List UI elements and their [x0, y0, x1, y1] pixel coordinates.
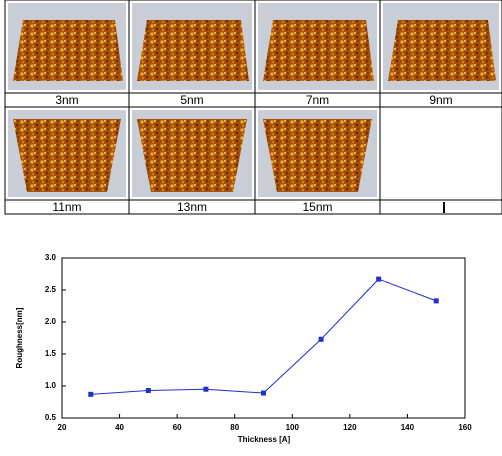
- y-tick-label: 1.0: [45, 381, 57, 390]
- afm-image: [263, 20, 374, 81]
- image-label: 5nm: [180, 93, 203, 107]
- chart: Thickness [A] Roughness[nm] 0.5 1.0 1.5 2.0…: [15, 253, 472, 444]
- data-point: [88, 391, 94, 397]
- data-point: [318, 336, 324, 342]
- afm-image: [137, 20, 249, 81]
- data-point: [145, 387, 151, 393]
- image-label: 3nm: [55, 93, 78, 107]
- x-axis-label: Thickness [A]: [238, 435, 291, 444]
- afm-image: [388, 20, 496, 81]
- x-tick-label: 20: [58, 423, 67, 432]
- image-label: 15nm: [302, 200, 332, 214]
- x-tick-label: 80: [230, 423, 239, 432]
- x-tick-label: 60: [173, 423, 182, 432]
- y-tick-label: 2.0: [45, 317, 57, 326]
- series-line: [90, 278, 437, 395]
- y-tick-label: 2.5: [45, 285, 57, 294]
- image-label: 9nm: [429, 93, 452, 107]
- x-tick-label: 160: [458, 423, 472, 432]
- image-label: 11nm: [52, 200, 81, 214]
- image-grid: 3nm 5nm 7nm 9nm 11nm 13nm 15nm: [4, 0, 502, 215]
- x-tick-label: 100: [286, 423, 300, 432]
- afm-image: [137, 119, 247, 192]
- afm-image: [13, 119, 121, 192]
- x-tick-label: 120: [343, 423, 357, 432]
- data-point: [433, 298, 439, 304]
- image-label: 13nm: [177, 200, 207, 214]
- y-tick-label: 3.0: [45, 253, 57, 262]
- x-tick-label: 40: [115, 423, 124, 432]
- y-tick-label: 1.5: [45, 349, 57, 358]
- x-tick-label: 140: [401, 423, 415, 432]
- data-point: [376, 276, 382, 282]
- data-point: [261, 390, 266, 396]
- afm-image: [263, 119, 372, 192]
- image-label: 7nm: [306, 93, 329, 107]
- y-axis-label: Roughness[nm]: [15, 307, 24, 368]
- cell: [379, 106, 502, 215]
- y-tick-label: 0.5: [45, 413, 57, 422]
- data-point: [203, 386, 209, 392]
- plot-frame: [61, 257, 466, 419]
- afm-image: [13, 20, 123, 81]
